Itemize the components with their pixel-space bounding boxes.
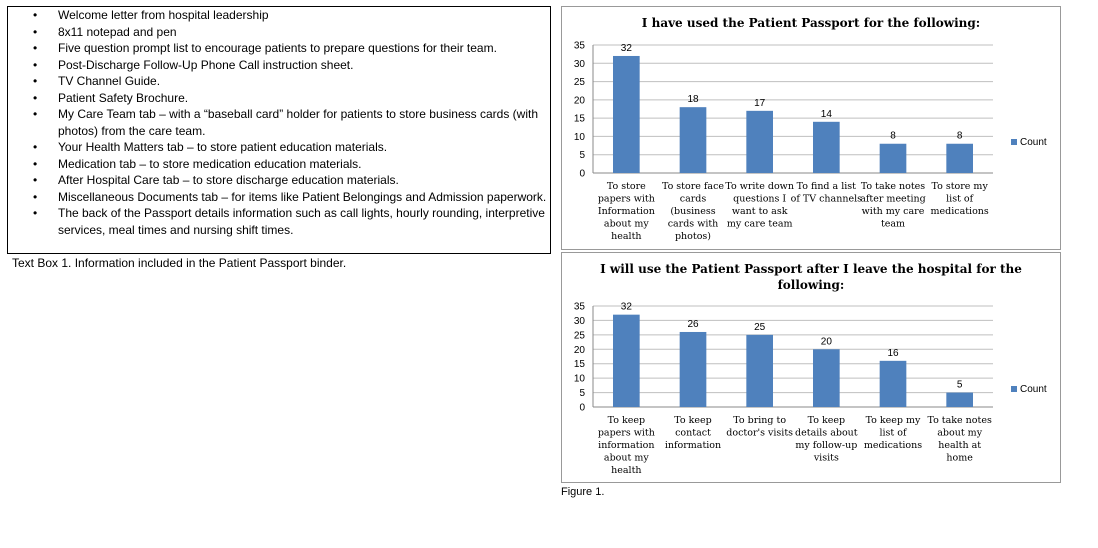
- y-tick-label: 20: [574, 345, 586, 356]
- y-tick-label: 5: [579, 150, 585, 161]
- data-label: 18: [687, 94, 699, 105]
- legend-swatch: [1011, 139, 1017, 145]
- legend-label: Count: [1020, 384, 1047, 395]
- y-tick-label: 10: [574, 374, 586, 385]
- data-label: 32: [621, 43, 633, 54]
- figure-caption: Figure 1.: [561, 486, 605, 498]
- text-box-1: Welcome letter from hospital leadership8…: [7, 6, 551, 254]
- x-tick-label: To take notes after meeting with my care te…: [860, 181, 926, 230]
- y-tick-label: 15: [574, 114, 586, 125]
- y-tick-label: 20: [574, 95, 586, 106]
- y-tick-label: 0: [579, 403, 585, 414]
- chart-used-passport: I have used the Patient Passport for the…: [561, 6, 1061, 250]
- list-item: Miscellaneous Documents tab – for items …: [8, 189, 550, 206]
- text-box-caption: Text Box 1. Information included in the …: [12, 256, 347, 270]
- bar: [946, 392, 973, 407]
- x-tick-label: To store my list of medications: [931, 181, 989, 217]
- list-item: Post-Discharge Follow-Up Phone Call inst…: [8, 57, 550, 74]
- chart-title: I have used the Patient Passport for the…: [642, 16, 980, 30]
- x-tick-label: To keep contact information: [665, 415, 721, 451]
- chart-will-use-passport: I will use the Patient Passport after I …: [561, 252, 1061, 483]
- y-tick-label: 35: [574, 41, 586, 52]
- x-tick-label: To take notes about my health at home: [927, 415, 991, 464]
- y-tick-label: 5: [579, 388, 585, 399]
- list-item: TV Channel Guide.: [8, 73, 550, 90]
- data-label: 5: [957, 380, 963, 391]
- legend-swatch: [1011, 386, 1017, 392]
- bar: [946, 143, 973, 173]
- chart-will-use-passport-svg: I will use the Patient Passport after I …: [574, 262, 1047, 476]
- x-tick-label: To find a list of TV channels: [791, 181, 862, 205]
- bar: [813, 349, 840, 407]
- y-tick-label: 0: [579, 169, 585, 180]
- x-tick-label: To store face cards (business cards with pho…: [662, 181, 724, 242]
- bar: [746, 110, 773, 173]
- y-tick-label: 10: [574, 132, 586, 143]
- data-label: 8: [957, 131, 963, 142]
- chart-used-passport-svg: I have used the Patient Passport for the…: [574, 16, 1047, 242]
- x-tick-label: To keep my list of medications: [864, 415, 922, 451]
- y-tick-label: 35: [574, 302, 586, 313]
- data-label: 16: [887, 348, 899, 359]
- legend-label: Count: [1020, 137, 1047, 148]
- data-label: 32: [621, 302, 633, 313]
- list-item: The back of the Passport details informa…: [8, 205, 550, 238]
- bar: [679, 331, 707, 407]
- x-tick-label: To bring to doctor's visits: [726, 415, 793, 439]
- data-label: 17: [754, 98, 766, 109]
- list-item: After Hospital Care tab – to store disch…: [8, 172, 550, 189]
- list-item: Welcome letter from hospital leadership: [8, 7, 550, 24]
- bar: [613, 55, 640, 173]
- bar: [879, 143, 907, 173]
- list-item: Patient Safety Brochure.: [8, 90, 550, 107]
- chart-title: I will use the Patient Passport after I …: [600, 262, 1022, 292]
- bar: [879, 360, 907, 407]
- list-item: Your Health Matters tab – to store patie…: [8, 139, 550, 156]
- bar: [613, 314, 640, 407]
- data-label: 14: [821, 109, 833, 120]
- list-item: Five question prompt list to encourage p…: [8, 40, 550, 57]
- data-label: 8: [890, 131, 896, 142]
- y-tick-label: 25: [574, 77, 586, 88]
- y-tick-label: 30: [574, 59, 586, 70]
- passport-contents-list: Welcome letter from hospital leadership8…: [8, 7, 550, 238]
- y-tick-label: 30: [574, 316, 586, 327]
- y-tick-label: 15: [574, 359, 586, 370]
- data-label: 25: [754, 322, 766, 333]
- list-item: 8x11 notepad and pen: [8, 24, 550, 41]
- x-tick-label: To keep papers with information about my hea…: [598, 415, 655, 476]
- x-tick-label: To store papers with Information about my he…: [598, 181, 655, 242]
- bar: [679, 107, 707, 173]
- data-label: 20: [821, 336, 833, 347]
- list-item: Medication tab – to store medication edu…: [8, 156, 550, 173]
- bar: [813, 121, 840, 173]
- list-item: My Care Team tab – with a “baseball card…: [8, 106, 550, 139]
- data-label: 26: [687, 319, 699, 330]
- bar: [746, 334, 773, 407]
- y-tick-label: 25: [574, 330, 586, 341]
- x-tick-label: To keep details about my follow-up visits: [795, 415, 858, 464]
